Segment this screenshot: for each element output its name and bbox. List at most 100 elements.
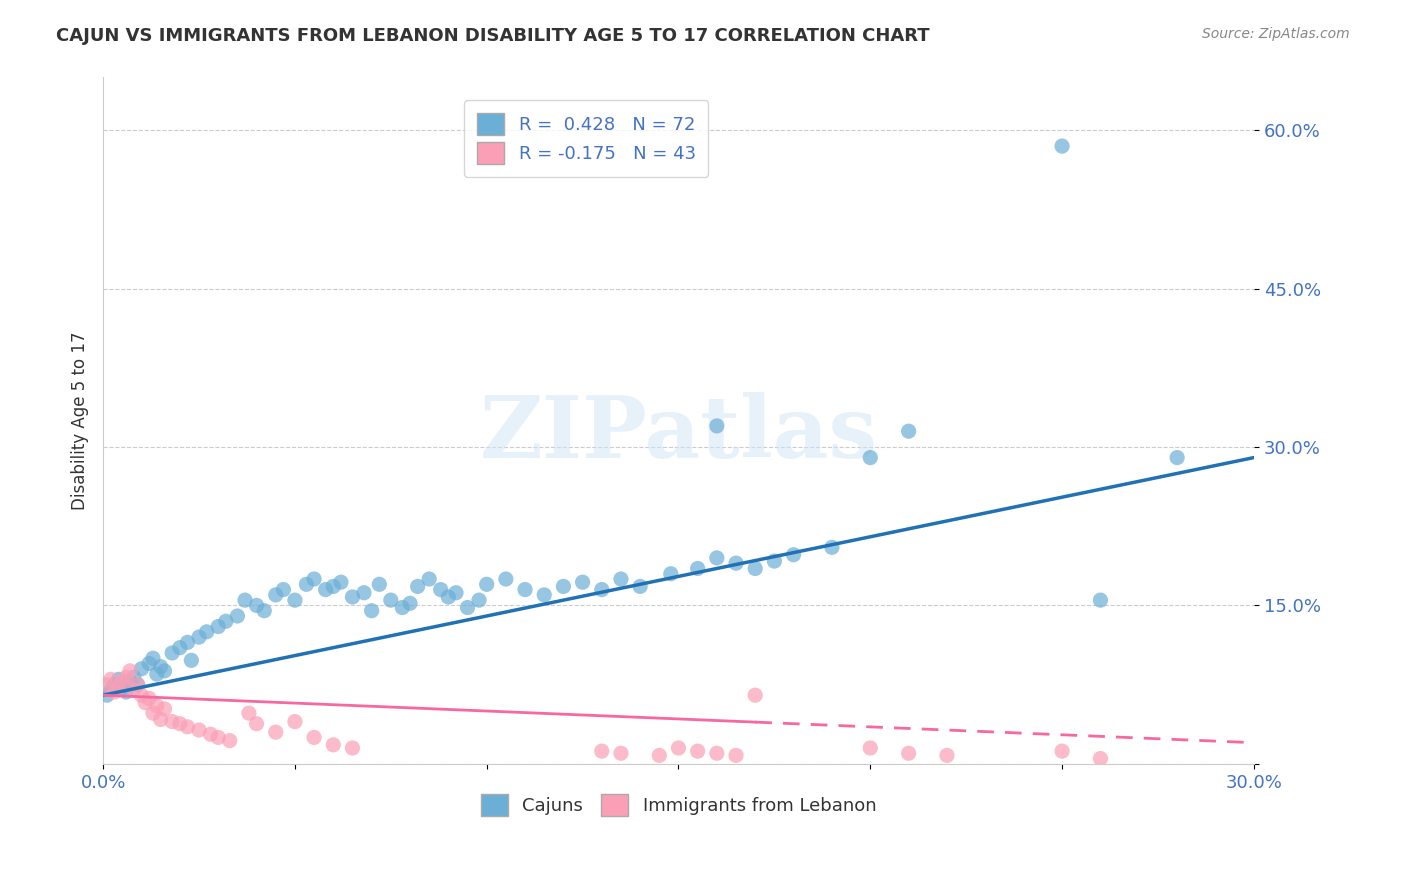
Point bbox=[724, 556, 747, 570]
Point bbox=[207, 731, 229, 745]
Point bbox=[571, 575, 593, 590]
Point bbox=[322, 738, 344, 752]
Point bbox=[295, 577, 318, 591]
Point bbox=[104, 685, 127, 699]
Point bbox=[457, 600, 479, 615]
Point bbox=[1050, 744, 1073, 758]
Point bbox=[245, 716, 267, 731]
Point bbox=[245, 599, 267, 613]
Point bbox=[131, 688, 153, 702]
Point bbox=[284, 593, 307, 607]
Point bbox=[218, 733, 240, 747]
Point bbox=[200, 727, 222, 741]
Point bbox=[429, 582, 451, 597]
Point bbox=[146, 698, 169, 713]
Point bbox=[122, 670, 145, 684]
Legend: Cajuns, Immigrants from Lebanon: Cajuns, Immigrants from Lebanon bbox=[474, 787, 883, 823]
Point bbox=[380, 593, 402, 607]
Point bbox=[149, 659, 172, 673]
Point bbox=[406, 579, 429, 593]
Point bbox=[176, 635, 198, 649]
Point bbox=[302, 731, 325, 745]
Point bbox=[273, 582, 295, 597]
Point bbox=[107, 673, 129, 687]
Point bbox=[1166, 450, 1188, 465]
Point bbox=[111, 681, 134, 695]
Point bbox=[104, 678, 127, 692]
Point bbox=[142, 651, 165, 665]
Y-axis label: Disability Age 5 to 17: Disability Age 5 to 17 bbox=[72, 332, 89, 510]
Point bbox=[468, 593, 491, 607]
Point bbox=[1090, 751, 1112, 765]
Point bbox=[936, 748, 959, 763]
Point bbox=[821, 541, 844, 555]
Point bbox=[188, 723, 211, 737]
Point bbox=[399, 596, 422, 610]
Point bbox=[706, 746, 728, 760]
Point bbox=[169, 640, 191, 655]
Point bbox=[134, 696, 156, 710]
Point bbox=[744, 688, 766, 702]
Point bbox=[368, 577, 391, 591]
Point bbox=[115, 685, 138, 699]
Point bbox=[763, 554, 786, 568]
Point bbox=[342, 741, 364, 756]
Point bbox=[513, 582, 536, 597]
Point bbox=[127, 678, 149, 692]
Point bbox=[233, 593, 256, 607]
Point bbox=[686, 744, 709, 758]
Point bbox=[238, 706, 260, 720]
Point bbox=[495, 572, 517, 586]
Point bbox=[118, 674, 141, 689]
Point bbox=[706, 418, 728, 433]
Point bbox=[724, 748, 747, 763]
Point bbox=[360, 604, 382, 618]
Point bbox=[591, 744, 613, 758]
Point bbox=[160, 646, 183, 660]
Point bbox=[302, 572, 325, 586]
Text: CAJUN VS IMMIGRANTS FROM LEBANON DISABILITY AGE 5 TO 17 CORRELATION CHART: CAJUN VS IMMIGRANTS FROM LEBANON DISABIL… bbox=[56, 27, 929, 45]
Point bbox=[264, 725, 287, 739]
Point bbox=[322, 579, 344, 593]
Point bbox=[153, 702, 176, 716]
Point bbox=[253, 604, 276, 618]
Point bbox=[122, 682, 145, 697]
Point bbox=[115, 670, 138, 684]
Point bbox=[391, 600, 413, 615]
Point bbox=[1050, 139, 1073, 153]
Point bbox=[1090, 593, 1112, 607]
Point bbox=[180, 653, 202, 667]
Point bbox=[138, 691, 160, 706]
Point bbox=[138, 657, 160, 671]
Point bbox=[100, 682, 122, 697]
Point bbox=[207, 619, 229, 633]
Point bbox=[668, 741, 690, 756]
Point bbox=[897, 424, 920, 438]
Point bbox=[744, 561, 766, 575]
Point bbox=[107, 681, 129, 695]
Point bbox=[142, 706, 165, 720]
Point bbox=[100, 673, 122, 687]
Point bbox=[610, 572, 633, 586]
Point bbox=[188, 630, 211, 644]
Point bbox=[418, 572, 440, 586]
Point bbox=[127, 678, 149, 692]
Point bbox=[659, 566, 682, 581]
Point bbox=[96, 688, 118, 702]
Point bbox=[553, 579, 575, 593]
Point bbox=[628, 579, 651, 593]
Point bbox=[111, 674, 134, 689]
Point bbox=[533, 588, 555, 602]
Point bbox=[226, 609, 249, 624]
Point bbox=[315, 582, 337, 597]
Point bbox=[859, 450, 882, 465]
Point bbox=[169, 716, 191, 731]
Point bbox=[591, 582, 613, 597]
Point bbox=[215, 614, 238, 628]
Point bbox=[118, 664, 141, 678]
Point bbox=[686, 561, 709, 575]
Point bbox=[195, 624, 218, 639]
Text: Source: ZipAtlas.com: Source: ZipAtlas.com bbox=[1202, 27, 1350, 41]
Point bbox=[859, 741, 882, 756]
Point bbox=[782, 548, 804, 562]
